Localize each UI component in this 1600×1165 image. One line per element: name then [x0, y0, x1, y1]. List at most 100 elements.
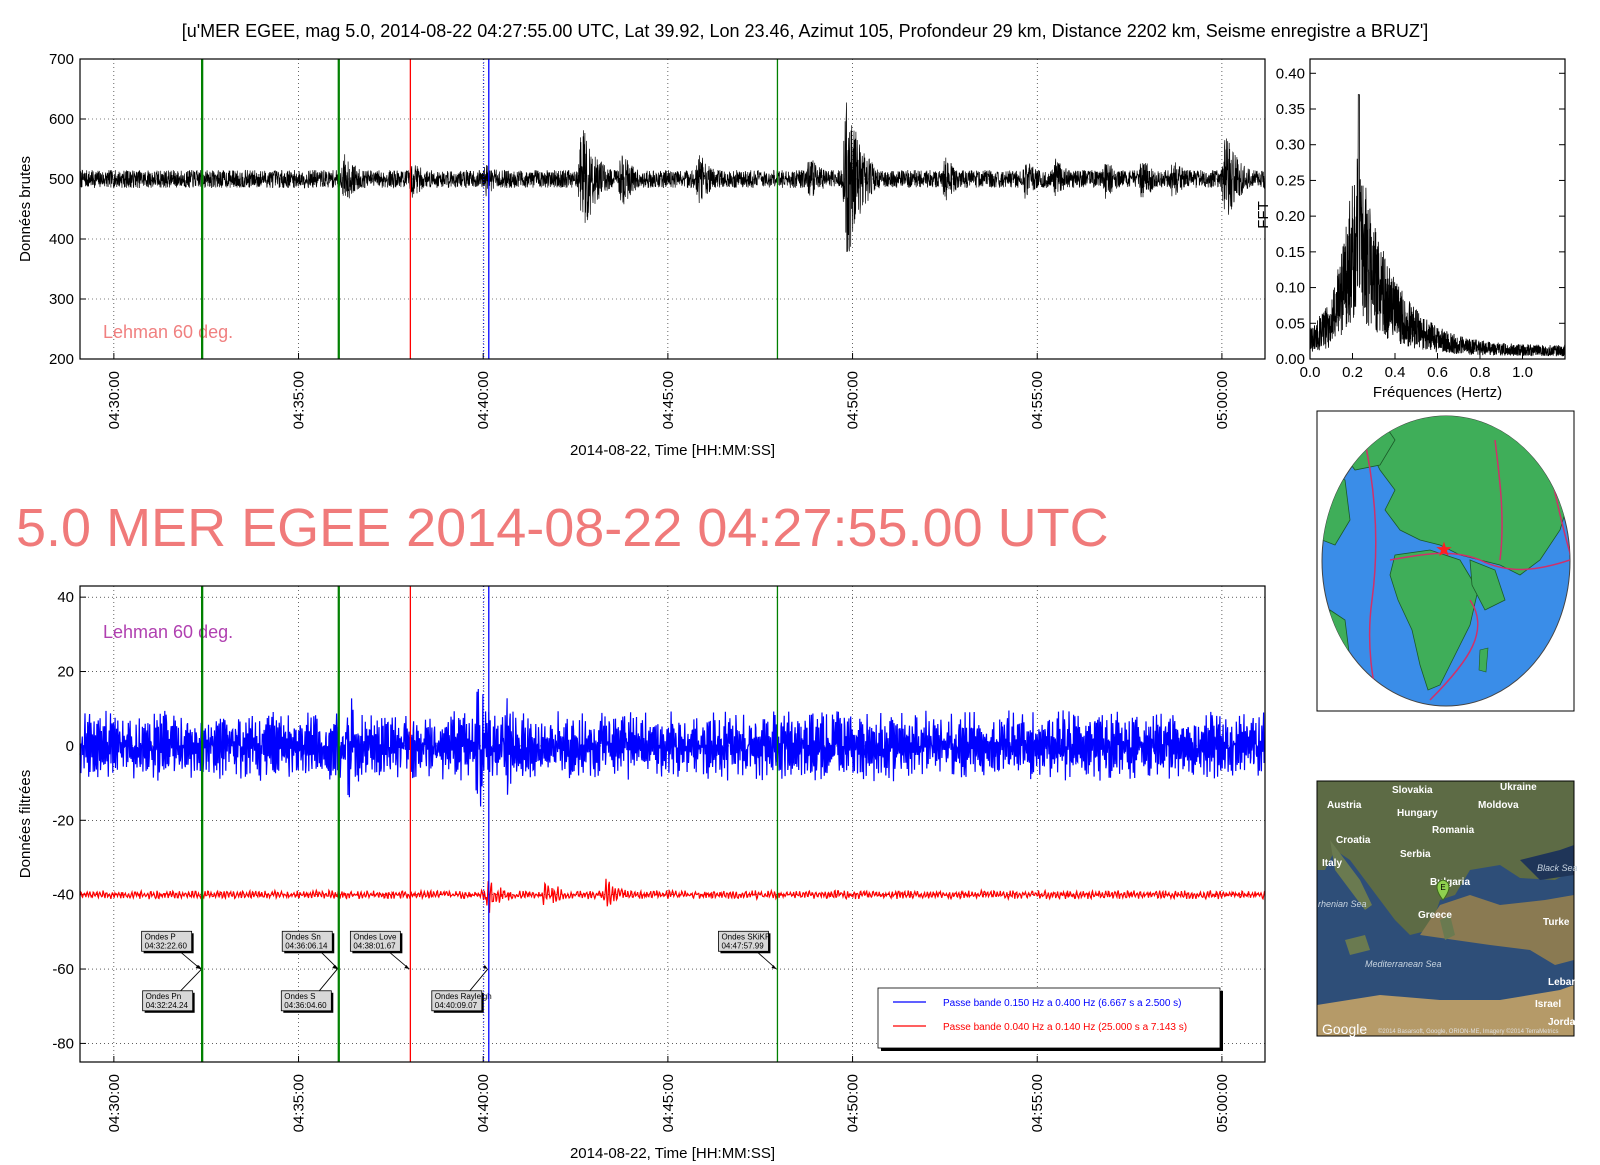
phase-annotation-time: 04:32:24.24	[146, 1001, 189, 1010]
y-tick-label: -20	[52, 812, 74, 829]
phase-annotation-time: 04:38:01.67	[353, 941, 396, 950]
x-axis-label: 2014-08-22, Time [HH:MM:SS]	[570, 442, 775, 459]
y-tick-label: 0.35	[1276, 101, 1305, 118]
map-pin-label: E	[1440, 883, 1445, 892]
x-tick-label: 0.0	[1300, 364, 1321, 381]
map-sea-label: Black Sea	[1537, 863, 1578, 873]
plot-frame	[1309, 58, 1566, 360]
y-tick-label: 300	[49, 291, 74, 308]
legend-entry: Passe bande 0.150 Hz a 0.400 Hz (6.667 s…	[943, 998, 1182, 1009]
map-sea-label: Mediterranean Sea	[1365, 959, 1442, 969]
map-label: Lebar	[1548, 977, 1575, 988]
map-label: Turke	[1543, 917, 1570, 928]
phase-annotation-arrow	[180, 968, 202, 992]
raw-data-chart: 04:30:00 04:35:00 04:40:00 04:45:00 04:50:00…	[17, 51, 1266, 459]
y-tick-label: 0.20	[1276, 208, 1305, 225]
map-label: Moldova	[1478, 800, 1519, 811]
phase-annotation-label: Ondes Sn	[285, 932, 321, 941]
y-tick-label: 40	[57, 589, 74, 606]
phase-annotation-time: 04:36:04.60	[284, 1001, 327, 1010]
map-label: Romania	[1432, 825, 1475, 836]
x-tick-label: 1.0	[1512, 364, 1533, 381]
phase-annotation-label: Ondes Love	[353, 932, 397, 941]
phase-annotation-arrow	[318, 968, 338, 992]
phase-annotation-arrow	[469, 968, 489, 992]
map-label: Ukraine	[1500, 782, 1537, 793]
plot-frame	[79, 58, 1266, 360]
map-sea-label: rhenian Sea	[1318, 899, 1367, 909]
phase-annotation-label: Ondes P	[145, 932, 176, 941]
plot-frame	[79, 585, 1266, 1063]
globe-inset: ★	[1316, 410, 1575, 712]
map-label: Serbia	[1400, 849, 1431, 860]
epicenter-star-icon: ★	[1435, 539, 1453, 561]
x-tick-label: 04:30:00	[106, 1074, 123, 1132]
phase-annotation-box	[141, 930, 193, 952]
phase-annotation-box	[280, 990, 332, 1012]
y-axis-label: Données brutes	[17, 156, 34, 262]
x-axis-label: Fréquences (Hertz)	[1373, 384, 1502, 401]
x-tick-label: 05:00:00	[1214, 371, 1231, 429]
y-tick-label: 600	[49, 111, 74, 128]
y-tick-label: 200	[49, 351, 74, 368]
phase-annotation-label: Ondes Pn	[146, 992, 182, 1001]
phase-annotation-label: Ondes SKiKP	[721, 932, 770, 941]
map-label: Greece	[1418, 910, 1452, 921]
map-attribution-small: ©2014 Basarsoft, Google, ORION-ME, Image…	[1378, 1028, 1558, 1035]
y-tick-label: -60	[52, 961, 74, 978]
map-label: Italy	[1322, 858, 1342, 869]
y-tick-label: -80	[52, 1035, 74, 1052]
x-tick-label: 04:40:00	[475, 1074, 492, 1132]
x-tick-label: 04:35:00	[291, 1074, 308, 1132]
map-pin-icon	[1436, 879, 1450, 901]
x-tick-label: 04:50:00	[845, 1074, 862, 1132]
phase-annotation-time: 04:36:06.14	[285, 941, 328, 950]
x-tick-label: 04:45:00	[660, 371, 677, 429]
page-title: [u'MER EGEE, mag 5.0, 2014-08-22 04:27:5…	[182, 21, 1429, 41]
event-headline: 5.0 MER EGEE 2014-08-22 04:27:55.00 UTC	[16, 498, 1109, 558]
map-label: Bulgaria	[1430, 877, 1470, 888]
arrow-head-icon	[333, 965, 339, 970]
y-tick-label: 0	[66, 738, 74, 755]
map-label: Hungary	[1397, 808, 1438, 819]
phase-annotation-box	[349, 930, 401, 952]
x-tick-label: 0.4	[1385, 364, 1406, 381]
y-tick-label: 0.05	[1276, 315, 1305, 332]
phase-annotation-box	[142, 990, 194, 1012]
fft-chart: 0.00 0.05 0.10 0.15 0.20 0.25 0.30 0.35 0.40 0.0 0…	[1255, 58, 1566, 401]
phase-annotation-time: 04:47:57.99	[721, 941, 764, 950]
x-tick-label: 0.2	[1342, 364, 1363, 381]
map-attribution: Google	[1322, 1021, 1367, 1037]
arrow-head-icon	[404, 965, 410, 970]
y-axis-label: FFT	[1255, 201, 1272, 229]
phase-annotation-time: 04:40:09.07	[435, 1001, 478, 1010]
phase-annotation-box	[431, 990, 483, 1012]
y-tick-label: 0.15	[1276, 244, 1305, 261]
x-tick-label: 04:30:00	[106, 371, 123, 429]
fft-series-line	[1309, 94, 1566, 357]
arrow-head-icon	[482, 965, 488, 970]
lehman-annotation: Lehman 60 deg.	[103, 622, 233, 642]
filtered-data-chart: 04:30:00 04:35:00 04:40:00 04:45:00 04:50:00…	[17, 585, 1266, 1162]
x-tick-label: 05:00:00	[1214, 1074, 1231, 1132]
y-tick-label: 0.25	[1276, 172, 1305, 189]
raw-series-line	[79, 102, 1266, 252]
phase-annotation-time: 04:32:22.60	[145, 941, 188, 950]
y-tick-label: 0.30	[1276, 137, 1305, 154]
x-tick-label: 0.6	[1427, 364, 1448, 381]
y-tick-label: -40	[52, 887, 74, 904]
y-tick-label: 700	[49, 51, 74, 68]
y-tick-label: 400	[49, 231, 74, 248]
phase-annotation-box	[718, 930, 769, 952]
y-tick-label: 500	[49, 171, 74, 188]
y-tick-label: 20	[57, 664, 74, 681]
phase-annotation-box	[281, 930, 333, 952]
map-label: Austria	[1327, 800, 1362, 811]
x-axis-label: 2014-08-22, Time [HH:MM:SS]	[570, 1145, 775, 1162]
lehman-annotation: Lehman 60 deg.	[103, 322, 233, 342]
arrow-head-icon	[771, 965, 777, 970]
phase-annotation-label: Ondes Rayleigh	[435, 992, 492, 1001]
x-tick-label: 04:45:00	[660, 1074, 677, 1132]
y-tick-label: 0.40	[1276, 65, 1305, 82]
